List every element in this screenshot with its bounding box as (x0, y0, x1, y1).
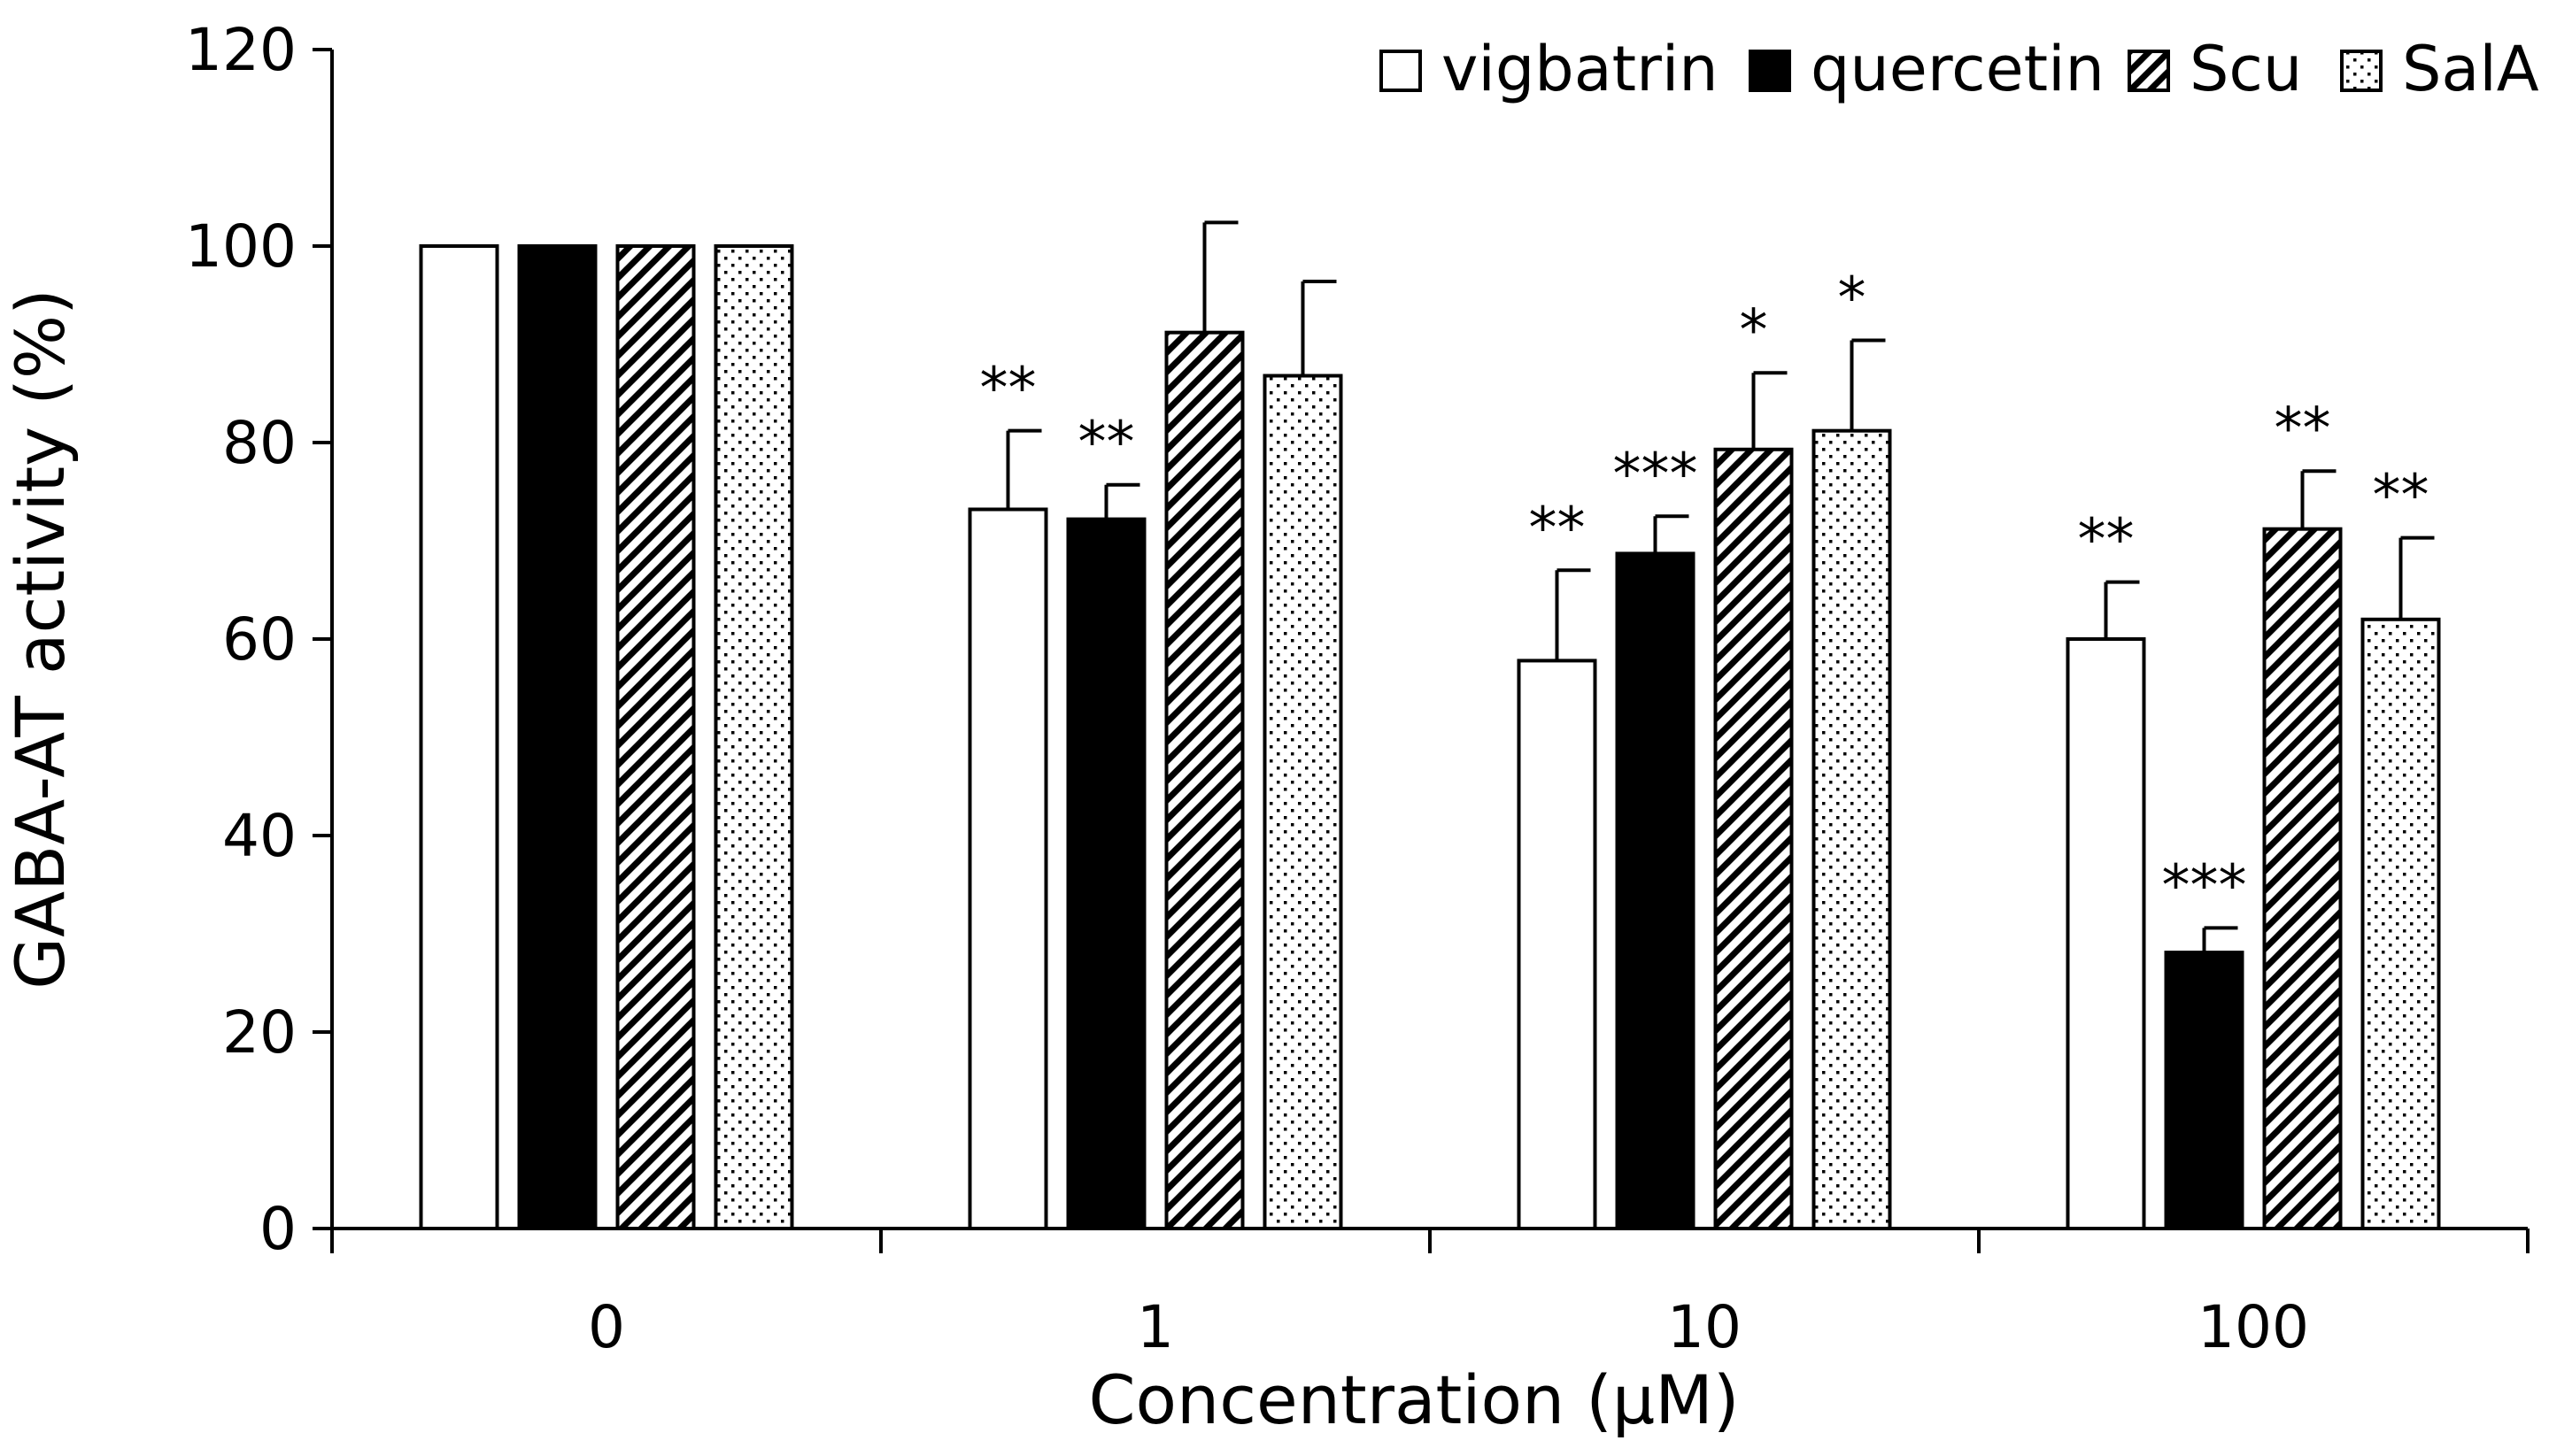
legend-label-vigbatrin: vigbatrin (1441, 33, 1719, 105)
legend-swatch-quercetin (1749, 50, 1791, 92)
bar-quercetin (2164, 951, 2244, 1230)
significance-label: * (1838, 266, 1866, 332)
x-axis: 0 1 10 100 (330, 1227, 2530, 1361)
significance-label: *** (1613, 442, 1698, 507)
bar-quercetin (1066, 517, 1147, 1230)
x-tick-label: 10 (1667, 1293, 1742, 1361)
bar-scu (1713, 447, 1794, 1230)
significance-label: ** (980, 357, 1037, 422)
bar-sala (1263, 374, 1343, 1230)
x-tick-label: 100 (2198, 1293, 2309, 1361)
legend-swatch-scu (2128, 50, 2170, 92)
bar-scu (615, 244, 696, 1230)
y-tick-label: 0 (259, 1195, 297, 1263)
y-axis-title: GABA-AT activity (%) (1, 289, 80, 990)
bar-sala (1811, 428, 1892, 1230)
bar-scu (2262, 527, 2343, 1230)
y-tick-label: 40 (222, 802, 297, 870)
bar-vigbatrin (2066, 637, 2146, 1230)
significance-label: ** (1529, 496, 1586, 561)
bars (419, 244, 2441, 1230)
legend-swatch-sala (2340, 50, 2383, 92)
y-tick-label: 120 (185, 16, 297, 84)
significance-label: ** (2078, 508, 2135, 574)
bar-sala (714, 244, 794, 1230)
bar-quercetin (517, 244, 598, 1230)
y-tick-label: 100 (185, 212, 297, 281)
y-tick-label: 60 (222, 605, 297, 674)
y-tick-label: 80 (222, 409, 297, 477)
x-tick-label: 0 (588, 1293, 625, 1361)
legend-label-scu: Scu (2190, 33, 2302, 105)
legend: vigbatrin quercetin Scu SalA (1379, 33, 2539, 105)
bar-quercetin (1615, 551, 1695, 1230)
legend-label-quercetin: quercetin (1811, 33, 2105, 105)
x-axis-title: Concentration (μM) (1088, 1360, 1739, 1439)
legend-swatch-vigbatrin (1379, 50, 1422, 92)
x-tick-label: 1 (1137, 1293, 1174, 1361)
bar-vigbatrin (968, 507, 1048, 1230)
y-tick-label: 20 (222, 998, 297, 1067)
bar-vigbatrin (419, 244, 499, 1230)
significance-label: ** (2373, 464, 2429, 529)
significance-label: *** (2162, 853, 2247, 919)
error-bars (1006, 220, 2435, 953)
significance-label: * (1740, 298, 1768, 364)
significance-label: ** (1078, 411, 1135, 476)
bar-scu (1164, 330, 1245, 1230)
significance-labels: ********** ********** (980, 266, 2429, 920)
significance-label: ** (2275, 397, 2331, 462)
bar-vigbatrin (1517, 659, 1597, 1230)
legend-label-sala: SalA (2402, 33, 2539, 105)
bar-sala (2360, 617, 2441, 1230)
y-axis: 0 20 40 60 80 100 120 (185, 16, 334, 1263)
